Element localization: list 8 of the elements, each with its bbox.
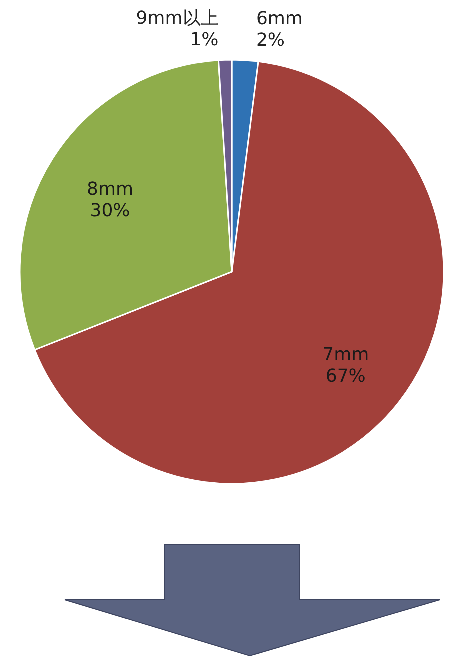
data-label: 30% — [90, 200, 130, 222]
slice-label: 9mm以上 — [136, 8, 219, 30]
data-label: 67% — [326, 366, 366, 387]
data-label: 2% — [256, 30, 286, 52]
slice-label: 8mm — [87, 178, 134, 200]
slice-label: 7mm — [322, 344, 370, 366]
data-label: 1% — [190, 30, 219, 51]
slice-label: 6mm — [256, 8, 303, 30]
